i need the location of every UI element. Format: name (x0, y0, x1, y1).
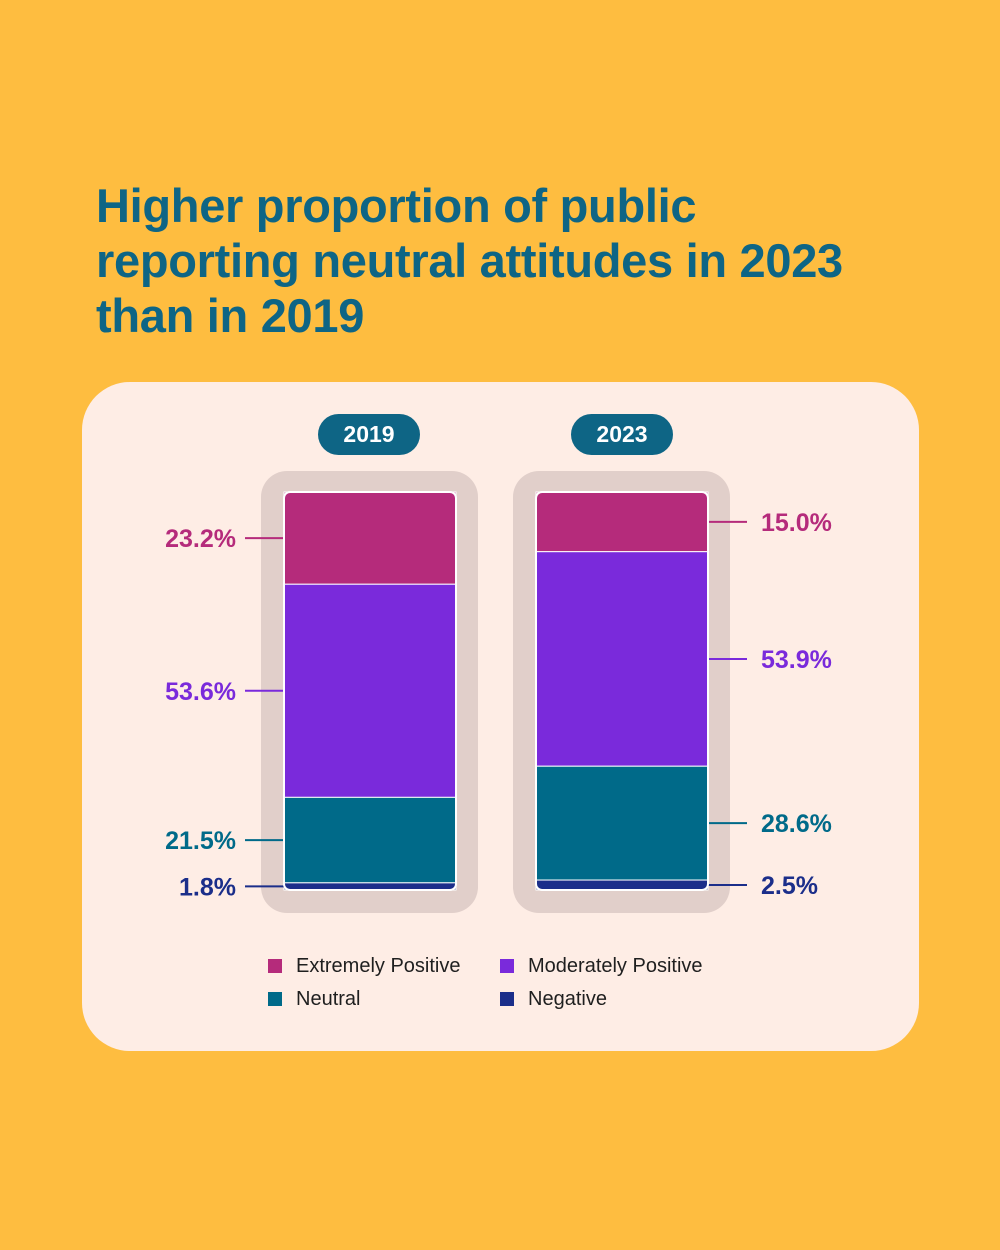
legend-label: Neutral (296, 987, 361, 1010)
legend-item-neutral: Neutral (268, 988, 500, 1010)
value-label-neutral-2023: 28.6% (761, 810, 832, 838)
legend-item-negative: Negative (500, 988, 732, 1010)
value-label-extremely-positive-2019: 23.2% (165, 525, 236, 553)
legend-swatch (268, 992, 282, 1006)
bar-segment-extremely-positive-2023 (535, 491, 709, 553)
legend-label: Extremely Positive (296, 954, 461, 977)
bar-segment-neutral-2019 (283, 796, 457, 884)
chart-card (82, 382, 919, 1051)
value-label-moderately-positive-2023: 53.9% (761, 646, 832, 674)
chart-legend: Extremely Positive Moderately Positive N… (268, 955, 748, 1010)
bar-outline-2023 (535, 491, 709, 891)
page-title: Higher proportion of public reporting ne… (96, 179, 843, 342)
legend-swatch (268, 959, 282, 973)
bar-segment-negative-2023 (535, 879, 709, 891)
bar-segment-extremely-positive-2019 (283, 491, 457, 585)
value-label-neutral-2019: 21.5% (165, 827, 236, 855)
bar-segment-negative-2019 (283, 882, 457, 891)
year-pill-2023 (571, 414, 673, 455)
value-label-moderately-positive-2019: 53.6% (165, 678, 236, 706)
legend-label: Negative (528, 987, 607, 1010)
year-pill-2019 (318, 414, 420, 455)
year-label-2023: 2023 (596, 421, 647, 447)
legend-swatch (500, 959, 514, 973)
value-label-negative-2023: 2.5% (761, 872, 818, 900)
year-label-2019: 2019 (343, 421, 394, 447)
value-label-extremely-positive-2023: 15.0% (761, 509, 832, 537)
value-label-negative-2019: 1.8% (179, 873, 236, 901)
legend-swatch (500, 992, 514, 1006)
legend-label: Moderately Positive (528, 954, 703, 977)
bar-segment-moderately-positive-2023 (535, 551, 709, 767)
bar-outline-2019 (283, 491, 457, 891)
bar-segment-moderately-positive-2019 (283, 583, 457, 798)
legend-item-extremely-positive: Extremely Positive (268, 955, 500, 977)
bar-segment-neutral-2023 (535, 765, 709, 881)
legend-item-moderately-positive: Moderately Positive (500, 955, 732, 977)
